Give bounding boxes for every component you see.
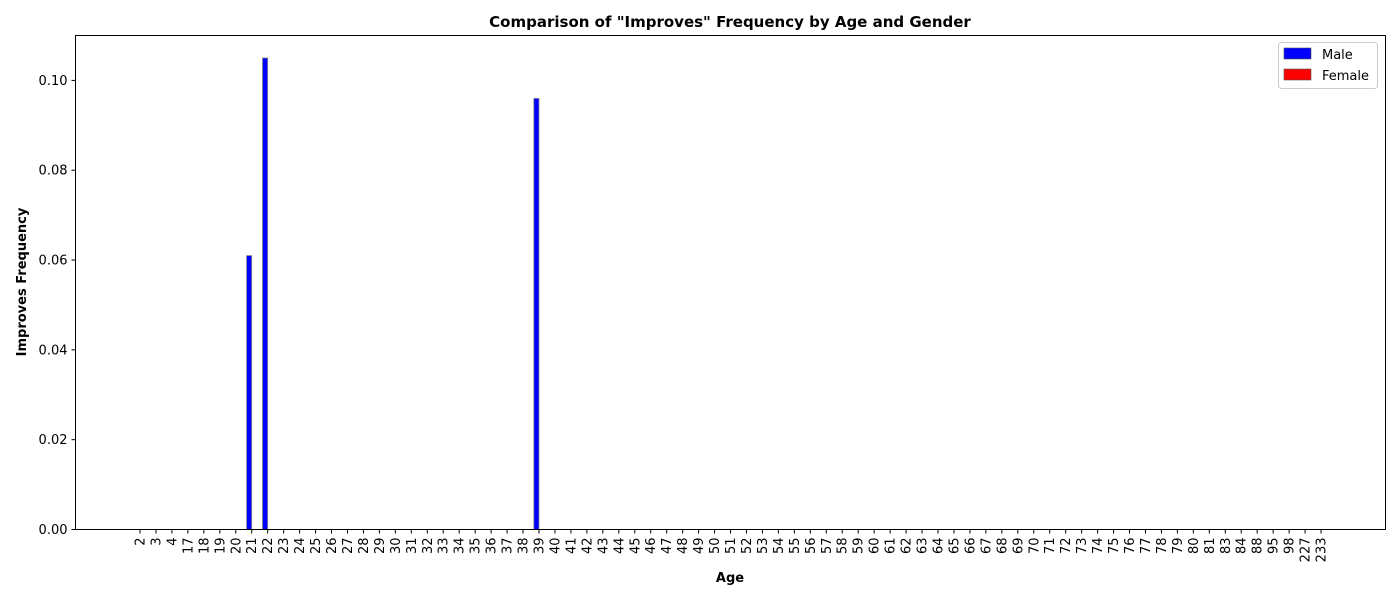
x-tick-label: 20 — [229, 538, 244, 555]
x-tick-label: 79 — [1171, 538, 1186, 555]
x-tick-label: 54 — [772, 538, 787, 555]
y-tick-label: 0.02 — [39, 433, 68, 448]
x-tick-label: 29 — [373, 538, 388, 555]
legend-label-male: Male — [1322, 48, 1353, 63]
x-tick-label: 32 — [421, 538, 436, 555]
x-tick-label: 24 — [293, 538, 308, 555]
x-tick-label: 38 — [517, 538, 532, 555]
x-tick-label: 57 — [820, 538, 835, 555]
x-tick-label: 18 — [197, 538, 212, 555]
x-tick-label: 68 — [995, 538, 1010, 555]
x-tick-label: 58 — [836, 538, 851, 555]
chart-title: Comparison of "Improves" Frequency by Ag… — [489, 13, 971, 31]
x-tick-label: 64 — [932, 538, 947, 555]
y-tick-label: 0.04 — [39, 343, 68, 358]
x-tick-label: 98 — [1283, 538, 1298, 555]
x-tick-label: 60 — [868, 538, 883, 555]
x-tick-label: 19 — [213, 538, 228, 555]
x-tick-label: 36 — [485, 538, 500, 555]
x-tick-label: 66 — [963, 538, 978, 555]
x-tick-label: 27 — [341, 538, 356, 555]
x-tick-label: 78 — [1155, 538, 1170, 555]
y-tick-label: 0.08 — [39, 164, 68, 179]
x-tick-label: 50 — [708, 538, 723, 555]
x-tick-label: 23 — [277, 538, 292, 555]
x-tick-label: 26 — [325, 538, 340, 555]
x-tick-label: 3 — [149, 538, 164, 546]
y-tick-label: 0.10 — [39, 74, 68, 89]
x-tick-label: 48 — [676, 538, 691, 555]
bar-male-age-22 — [262, 57, 269, 530]
x-tick-label: 88 — [1251, 538, 1266, 555]
x-tick-label: 42 — [580, 538, 595, 555]
x-tick-label: 80 — [1187, 538, 1202, 555]
y-axis-label: Improves Frequency — [15, 207, 30, 356]
x-tick-label: 227 — [1299, 538, 1314, 563]
x-tick-label: 74 — [1091, 538, 1106, 555]
x-tick-label: 43 — [596, 538, 611, 555]
x-tick-label: 21 — [245, 538, 260, 555]
x-axis-ticks: 2 3 4 17 18 19 20 21 22 23 24 25 26 27 28 29 30 31 32 33 34 3… — [134, 529, 1330, 563]
x-tick-label: 69 — [1011, 538, 1026, 555]
plot-frame — [75, 35, 1386, 530]
x-tick-label: 49 — [692, 538, 707, 555]
legend-label-female: Female — [1322, 69, 1369, 84]
x-tick-label: 46 — [644, 538, 659, 555]
x-tick-label: 41 — [564, 538, 579, 555]
x-tick-label: 70 — [1027, 538, 1042, 555]
y-axis-ticks: 0.00 0.02 0.04 0.06 0.08 0.10 — [39, 74, 76, 538]
x-tick-label: 45 — [628, 538, 643, 555]
x-tick-label: 76 — [1123, 538, 1138, 555]
bar-male-age-21 — [246, 255, 253, 530]
x-tick-label: 56 — [804, 538, 819, 555]
x-tick-label: 59 — [852, 538, 867, 555]
x-tick-label: 55 — [788, 538, 803, 555]
x-tick-label: 28 — [357, 538, 372, 555]
x-tick-label: 72 — [1059, 538, 1074, 555]
x-tick-label: 35 — [469, 538, 484, 555]
legend-swatch-male — [1283, 47, 1312, 60]
x-tick-label: 17 — [181, 538, 196, 555]
x-tick-label: 95 — [1267, 538, 1282, 555]
x-tick-label: 51 — [724, 538, 739, 555]
x-tick-label: 83 — [1219, 538, 1234, 555]
x-tick-label: 22 — [261, 538, 276, 555]
x-tick-label: 34 — [453, 538, 468, 555]
x-tick-label: 4 — [165, 538, 180, 546]
bar-group — [246, 57, 540, 530]
y-tick-label: 0.06 — [39, 254, 68, 269]
x-tick-label: 61 — [884, 538, 899, 555]
x-tick-label: 25 — [309, 538, 324, 555]
x-tick-label: 77 — [1139, 538, 1154, 555]
x-tick-label: 233 — [1315, 538, 1330, 563]
x-tick-label: 30 — [389, 538, 404, 555]
x-tick-label: 67 — [979, 538, 994, 555]
x-tick-label: 37 — [501, 538, 516, 555]
x-tick-label: 84 — [1235, 538, 1250, 555]
x-axis-label: Age — [716, 571, 744, 586]
bar-male-age-39 — [533, 97, 540, 530]
x-tick-label: 65 — [947, 538, 962, 555]
x-tick-label: 47 — [660, 538, 675, 555]
legend-swatch-female — [1283, 68, 1312, 81]
x-tick-label: 52 — [740, 538, 755, 555]
y-tick-label: 0.00 — [39, 523, 68, 538]
x-tick-label: 81 — [1203, 538, 1218, 555]
x-tick-label: 31 — [405, 538, 420, 555]
x-tick-label: 40 — [548, 538, 563, 555]
x-tick-label: 71 — [1043, 538, 1058, 555]
x-tick-label: 39 — [533, 538, 548, 555]
legend: Male Female — [1278, 42, 1378, 89]
x-tick-label: 75 — [1107, 538, 1122, 555]
x-tick-label: 53 — [756, 538, 771, 555]
x-tick-label: 73 — [1075, 538, 1090, 555]
x-tick-label: 33 — [437, 538, 452, 555]
x-tick-label: 2 — [134, 538, 149, 546]
x-tick-label: 62 — [900, 538, 915, 555]
x-tick-label: 63 — [916, 538, 931, 555]
x-tick-label: 44 — [612, 538, 627, 555]
